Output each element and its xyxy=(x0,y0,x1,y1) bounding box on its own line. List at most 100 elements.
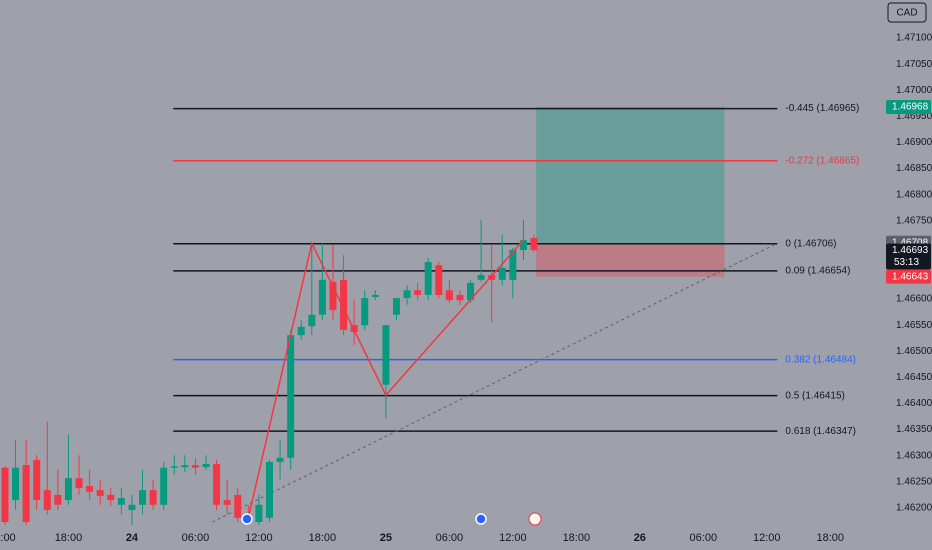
x-tick-label: 24 xyxy=(126,532,139,544)
candle-body xyxy=(128,504,136,510)
fib-label: 0 (1.46706) xyxy=(785,238,836,249)
fib-label: -0.272 (1.46865) xyxy=(785,155,859,166)
y-tick-label: 1.46500 xyxy=(896,346,932,357)
candle-body xyxy=(170,466,178,468)
candle-body xyxy=(445,290,453,301)
candle-body xyxy=(107,494,115,501)
y-tick-label: 1.46300 xyxy=(896,450,932,461)
y-tick-label: 1.46200 xyxy=(896,503,932,514)
x-tick-label: 18:00 xyxy=(55,532,83,544)
candle-body xyxy=(12,467,20,501)
candle-body xyxy=(488,275,496,280)
x-tick-label: 12:00 xyxy=(245,532,273,544)
candle-body xyxy=(340,279,348,330)
currency-button[interactable] xyxy=(887,2,927,23)
candle-body xyxy=(265,461,273,518)
candle-body xyxy=(276,457,284,462)
candle-body xyxy=(86,485,94,492)
y-tick-label: 1.46800 xyxy=(896,189,932,200)
candle-body xyxy=(467,282,475,301)
y-tick-label: 1.46900 xyxy=(896,137,932,148)
event-icon[interactable] xyxy=(241,513,253,525)
candle-body xyxy=(160,467,168,505)
price-tag xyxy=(886,243,931,270)
candle-body xyxy=(234,494,242,518)
fib-label: -0.445 (1.46965) xyxy=(785,103,859,114)
candle-body xyxy=(498,267,506,280)
candle-body xyxy=(33,459,41,501)
candle-body xyxy=(64,478,72,501)
candle-body xyxy=(414,290,422,295)
candle-body xyxy=(223,500,231,505)
y-tick-label: 1.46550 xyxy=(896,320,932,331)
candle-body xyxy=(403,290,411,299)
y-tick-label: 1.46250 xyxy=(896,476,932,487)
fib-label: 0.382 (1.46484) xyxy=(785,354,856,365)
x-tick-label: 06:00 xyxy=(182,532,210,544)
fib-label: 0.618 (1.46347) xyxy=(785,426,856,437)
countdown: 53:13 xyxy=(894,257,919,268)
y-tick-label: 1.46600 xyxy=(896,294,932,305)
x-tick-label: 2:00 xyxy=(0,532,16,544)
candle-body xyxy=(456,294,464,301)
candle-body xyxy=(181,465,189,468)
candle-body xyxy=(43,490,51,510)
y-tick-label: 1.46750 xyxy=(896,215,932,226)
candle-body xyxy=(75,478,83,489)
candle-body xyxy=(297,326,305,336)
candle-body xyxy=(361,298,369,326)
y-tick-label: 1.46350 xyxy=(896,424,932,435)
candle-body xyxy=(117,497,125,505)
price-tag xyxy=(886,269,931,284)
x-tick-label: 18:00 xyxy=(563,532,591,544)
currency-label[interactable]: CAD xyxy=(896,8,917,19)
harmonic-pattern xyxy=(247,239,524,518)
x-tick-label: 25 xyxy=(380,532,392,544)
candle-body xyxy=(424,262,432,295)
candle-body xyxy=(530,238,538,251)
x-tick-label: 06:00 xyxy=(436,532,464,544)
price-tag-label: 1.46968 xyxy=(892,102,929,113)
candle-body xyxy=(308,314,316,327)
x-tick-label: 18:00 xyxy=(817,532,845,544)
candle-body xyxy=(318,279,326,315)
x-tick-label: 12:00 xyxy=(499,532,527,544)
candle-body xyxy=(139,490,147,505)
y-tick-label: 1.46400 xyxy=(896,398,932,409)
candle-body xyxy=(371,294,379,298)
price-tag-label: 1.46643 xyxy=(892,271,929,282)
candle-body xyxy=(392,298,400,315)
x-tick-label: 12:00 xyxy=(753,532,781,544)
plot-area: -0.445 (1.46965) -0.272 (1.46865) 0 (1.467… xyxy=(1,103,859,526)
candle-body xyxy=(22,465,30,522)
candle-body xyxy=(519,240,527,251)
candle-body xyxy=(213,464,221,505)
price-axis: 1.47100 1.47050 1.47000 1.46950 1.46900 1.468… xyxy=(886,33,932,514)
y-tick-label: 1.46950 xyxy=(896,111,932,122)
candle-body xyxy=(382,325,390,385)
x-tick-label: 18:00 xyxy=(309,532,337,544)
y-tick-label: 1.47050 xyxy=(896,59,932,70)
fib-label: 0.09 (1.46654) xyxy=(785,266,850,277)
y-tick-label: 1.46850 xyxy=(896,163,932,174)
profit-zone xyxy=(536,107,725,244)
price-tag-label: 1.46708 xyxy=(892,237,929,248)
loss-zone xyxy=(536,243,725,277)
candle-body xyxy=(96,490,104,496)
candle-body xyxy=(477,275,485,280)
x-tick-label: 06:00 xyxy=(690,532,718,544)
x-tick-label: 26 xyxy=(634,532,646,544)
candle-body xyxy=(435,265,443,295)
candle-body xyxy=(255,504,263,522)
candle-body xyxy=(329,281,337,311)
y-tick-label: 1.47100 xyxy=(896,33,932,44)
candle-body xyxy=(287,335,295,458)
event-icon[interactable] xyxy=(528,512,542,526)
event-icon[interactable] xyxy=(475,513,487,525)
price-tag xyxy=(886,100,931,115)
y-tick-label: 1.47000 xyxy=(896,85,932,96)
y-tick-label: 1.46450 xyxy=(896,372,932,383)
fib-label: 0.5 (1.46415) xyxy=(785,390,845,401)
